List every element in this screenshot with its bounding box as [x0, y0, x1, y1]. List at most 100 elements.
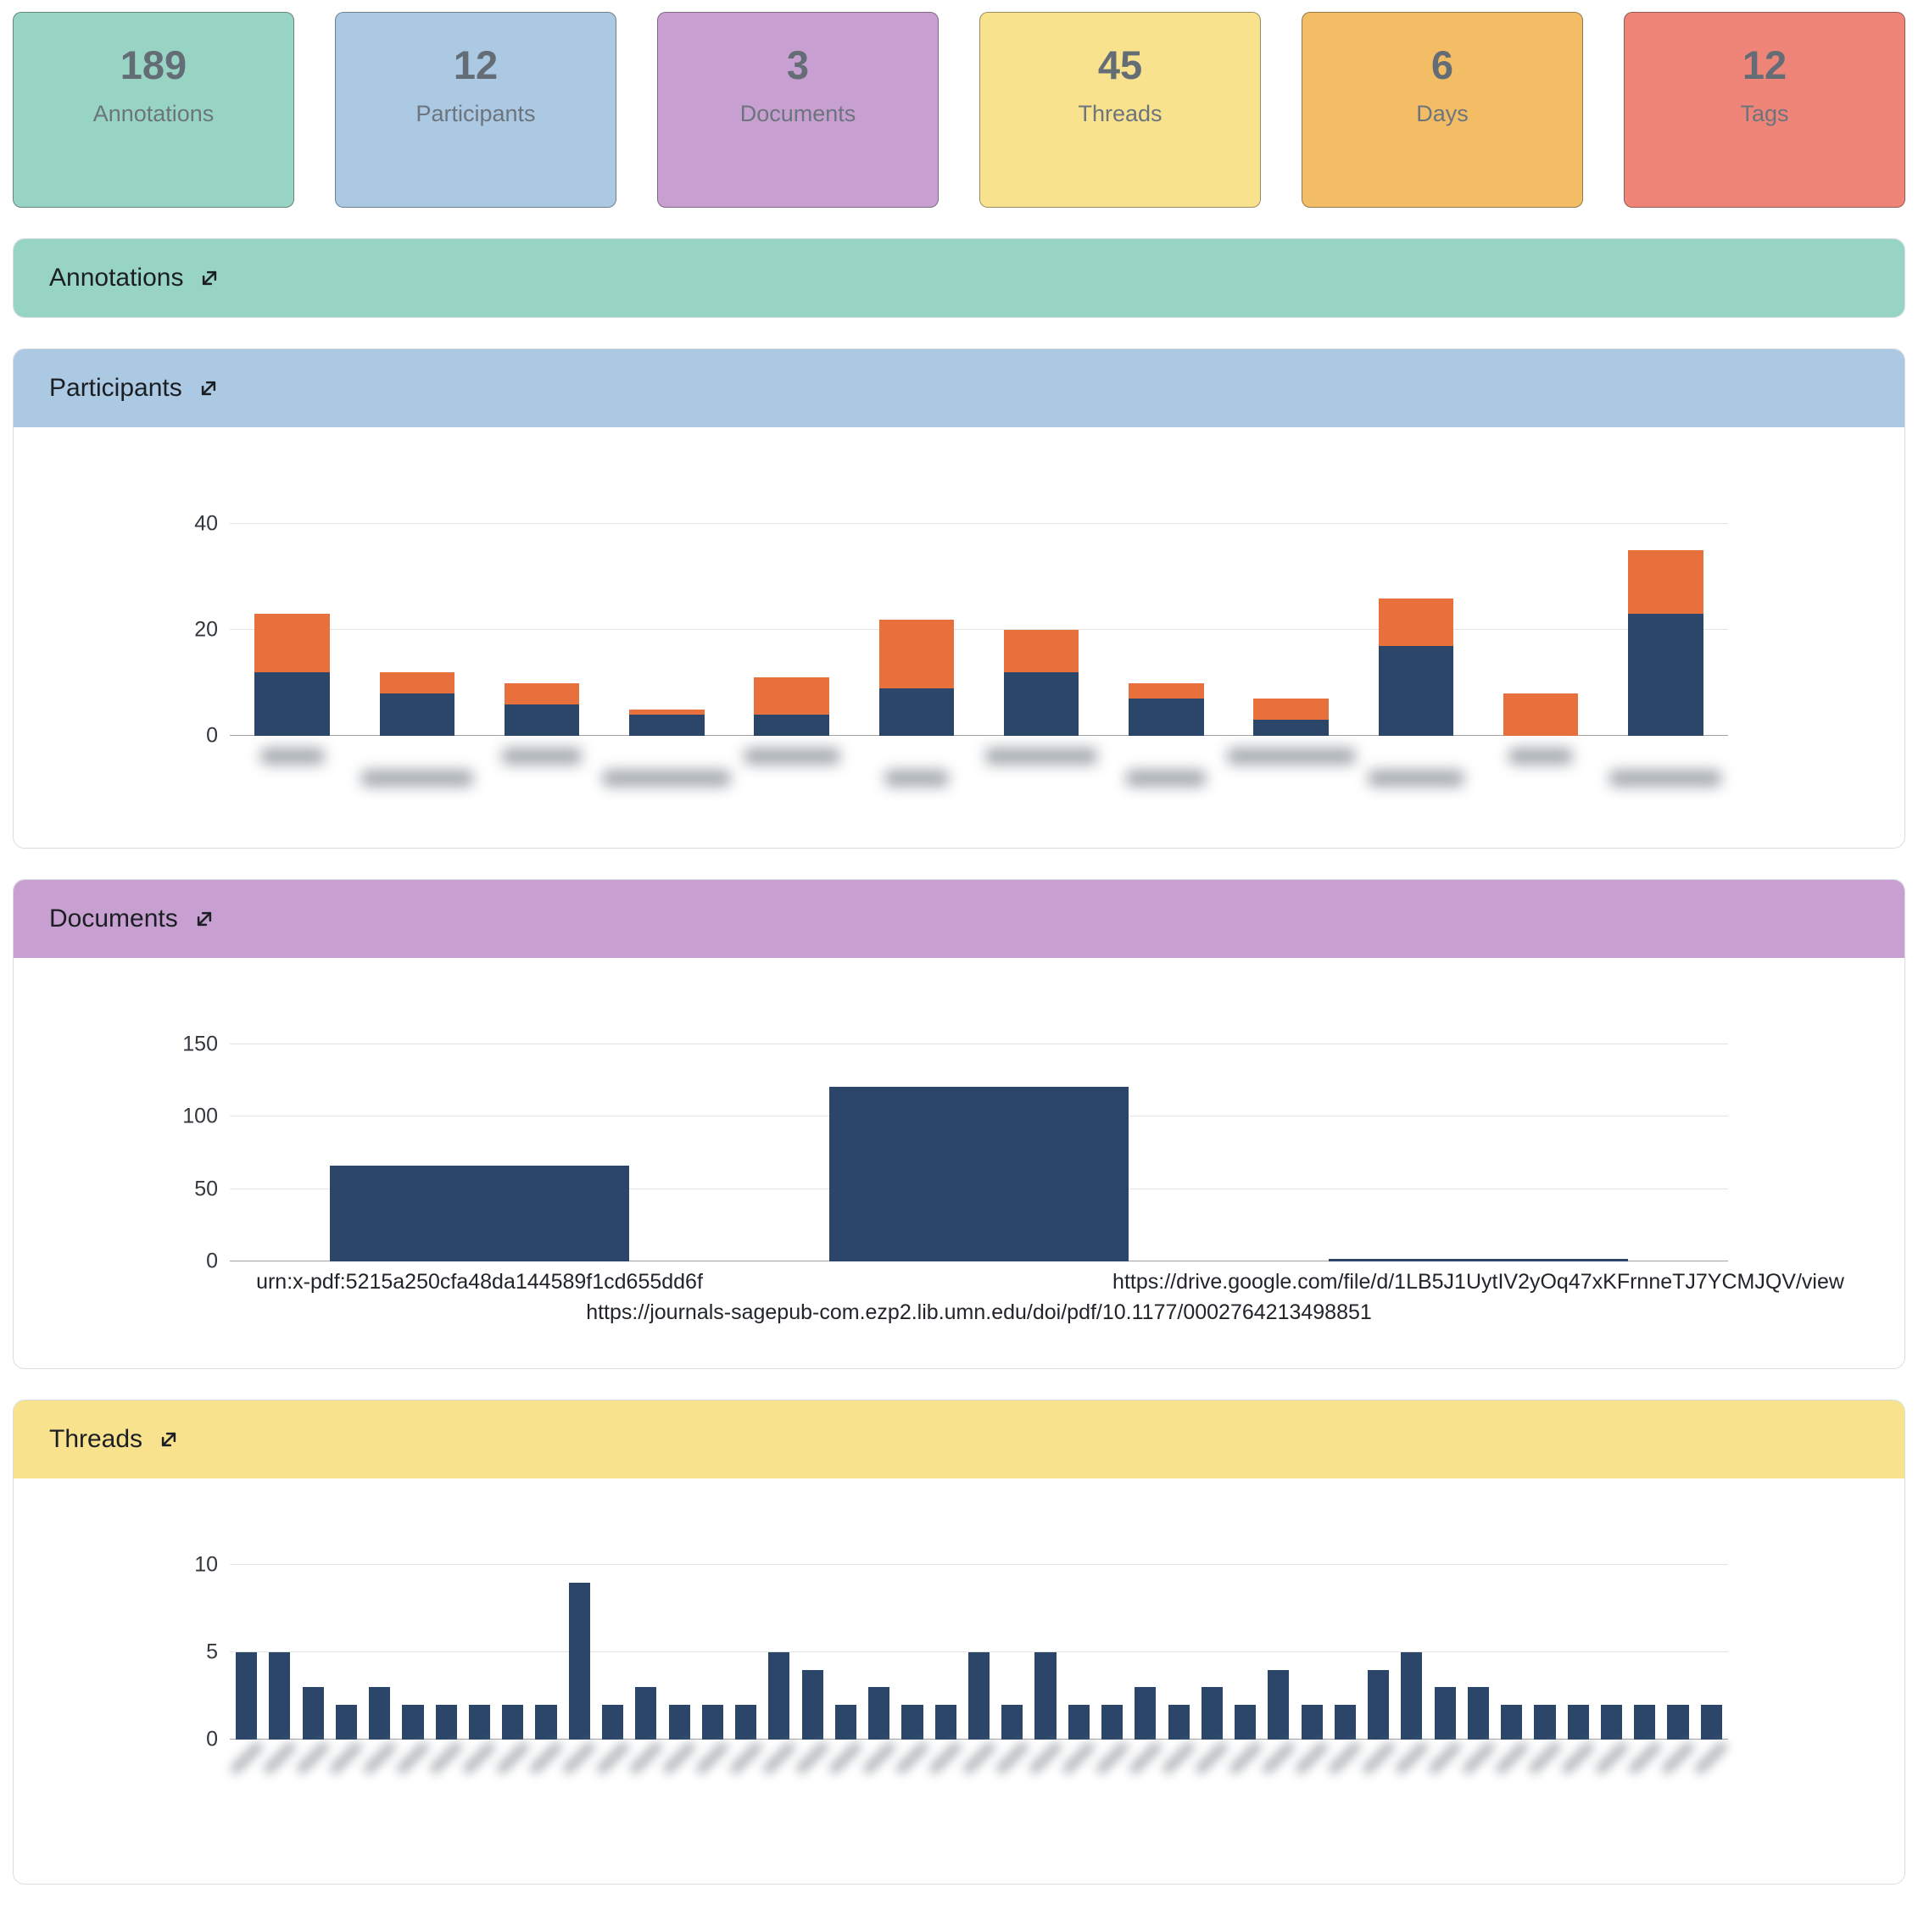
panel-title-documents: Documents	[49, 905, 178, 933]
plot-column	[228, 1564, 1730, 1824]
x-axis-labels	[228, 1740, 1730, 1824]
stat-card-days: 6 Days	[1302, 12, 1583, 208]
chart-bar	[1328, 1258, 1629, 1261]
chart-bar	[504, 682, 580, 736]
bar-slot	[496, 1565, 529, 1740]
panel-header-annotations[interactable]: Annotations	[14, 239, 1904, 317]
chart-bar	[1634, 1704, 1656, 1740]
bar-slot	[1462, 1565, 1495, 1740]
bar-segment	[1503, 693, 1579, 736]
chart-bar	[269, 1652, 291, 1740]
chart-bar	[254, 614, 330, 736]
tags-count-label: Tags	[1740, 100, 1789, 126]
stat-card-tags: 12 Tags	[1624, 12, 1905, 208]
threads-count-label: Threads	[1078, 100, 1163, 126]
blurred-x-label	[1493, 1740, 1530, 1776]
bar-slot	[762, 1565, 795, 1740]
bar-segment	[254, 614, 330, 672]
participants-chart: 0 20 40	[14, 427, 1904, 848]
bar-slot	[895, 1565, 928, 1740]
blurred-x-label	[262, 1740, 298, 1776]
bar-slot	[1229, 1044, 1728, 1261]
participants-count: 12	[453, 42, 499, 87]
bar-segment	[1378, 598, 1454, 646]
bar-slot	[563, 1565, 596, 1740]
expand-icon[interactable]	[197, 265, 222, 291]
expand-icon[interactable]	[156, 1427, 181, 1452]
blurred-x-label	[1061, 1740, 1097, 1776]
chart-bar	[329, 1166, 630, 1261]
chart-bar	[1301, 1704, 1323, 1740]
bar-segment	[754, 677, 829, 715]
y-axis-tick: 10	[194, 1552, 218, 1577]
chart-bar	[1667, 1704, 1689, 1740]
chart-bar	[1534, 1704, 1556, 1740]
panel-header-threads[interactable]: Threads	[14, 1400, 1904, 1478]
panel-participants: Participants 0 20 40	[13, 348, 1905, 849]
participants-count-label: Participants	[415, 100, 536, 126]
x-axis-labels	[230, 736, 1728, 807]
blurred-x-label	[602, 770, 731, 787]
chart-bar	[868, 1687, 890, 1740]
panel-header-participants[interactable]: Participants	[14, 349, 1904, 427]
bar-slot	[463, 1565, 496, 1740]
blurred-x-label	[1028, 1740, 1063, 1776]
expand-icon[interactable]	[192, 906, 217, 932]
bars	[230, 524, 1728, 736]
bar-slot	[854, 524, 979, 736]
bar-slot	[1029, 1565, 1062, 1740]
bar-slot	[1695, 1565, 1728, 1740]
y-axis-tick: 0	[206, 1727, 218, 1751]
gridline	[230, 629, 1728, 630]
blurred-x-label	[1227, 1740, 1263, 1776]
bar-segment	[629, 709, 705, 715]
panel-header-documents[interactable]: Documents	[14, 880, 1904, 958]
gridline	[230, 1564, 1728, 1565]
chart-bar	[1135, 1687, 1157, 1740]
bar-slot	[1262, 1565, 1295, 1740]
chart-bar	[754, 677, 829, 736]
chart-bar	[1334, 1704, 1356, 1740]
tags-count: 12	[1742, 42, 1787, 87]
stat-card-threads: 45 Threads	[979, 12, 1261, 208]
y-axis: 0 50 100 150	[158, 1033, 230, 1272]
chart-bar	[635, 1687, 657, 1740]
summary-cards: 189 Annotations 12 Participants 3 Docume…	[13, 12, 1905, 208]
panel-annotations: Annotations	[13, 238, 1905, 318]
documents-count: 3	[786, 42, 810, 87]
chart-bar	[834, 1704, 856, 1740]
bar-segment	[1003, 630, 1079, 672]
bar-slot	[230, 1044, 729, 1261]
blurred-x-label	[1560, 1740, 1597, 1776]
chart-bar	[1700, 1704, 1722, 1740]
bar-slot	[1329, 1565, 1362, 1740]
panel-threads: Threads 0 5 10	[13, 1400, 1905, 1885]
chart-bar	[1129, 682, 1204, 736]
chart-bar	[1201, 1687, 1223, 1740]
y-axis-tick: 50	[194, 1177, 218, 1201]
y-axis-tick: 5	[206, 1640, 218, 1664]
bar-segment	[504, 682, 580, 704]
blurred-x-label	[884, 770, 949, 787]
chart-bar	[735, 1704, 757, 1740]
bar-slot	[1062, 1565, 1096, 1740]
blurred-x-label	[395, 1740, 431, 1776]
bar-slot	[1479, 524, 1603, 736]
bar-segment	[379, 672, 455, 693]
blurred-x-label	[1161, 1740, 1196, 1776]
bar-slot	[995, 1565, 1029, 1740]
bar-slot	[929, 1565, 962, 1740]
blurred-x-label	[461, 1740, 498, 1776]
gridline	[230, 1651, 1728, 1652]
chart-bar	[934, 1704, 956, 1740]
chart-bar	[1268, 1669, 1290, 1740]
blurred-x-label	[1394, 1740, 1430, 1776]
gridline	[230, 523, 1728, 524]
bar-slot	[1628, 1565, 1661, 1740]
y-axis: 0 20 40	[158, 513, 230, 746]
expand-icon[interactable]	[196, 376, 221, 401]
bar-slot	[605, 524, 729, 736]
blurred-x-label	[1609, 770, 1722, 787]
blurred-x-label	[1194, 1740, 1230, 1776]
